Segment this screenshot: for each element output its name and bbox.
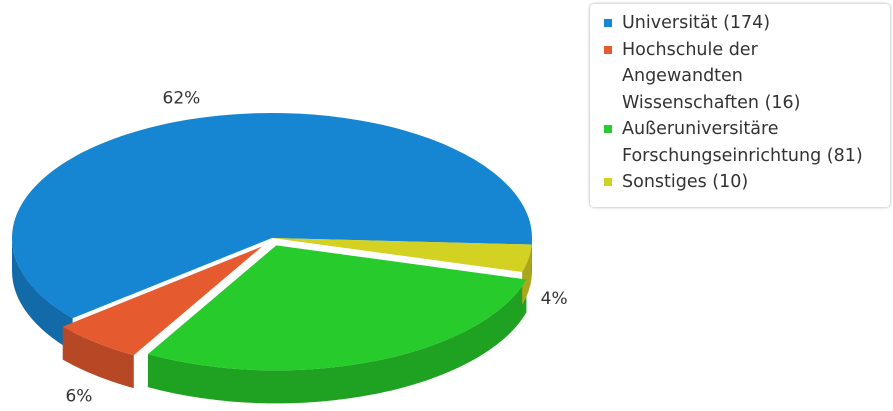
pie-slice-side	[147, 279, 527, 404]
legend-label: Sonstiges (10)	[622, 172, 749, 192]
legend-label: Hochschule der Angewandten Wissenschafte…	[622, 39, 801, 113]
legend-swatch	[604, 19, 612, 27]
legend-item-hochschule[interactable]: Hochschule der Angewandten Wissenschafte…	[604, 37, 882, 117]
legend-item-ausseruniversitaer[interactable]: Außeruniversitäre Forschungseinrichtung …	[604, 116, 882, 169]
pie-slice-side	[62, 326, 134, 389]
pie-slice[interactable]	[272, 238, 532, 273]
pie-slice[interactable]	[62, 246, 263, 356]
pie-slice-side	[12, 238, 73, 352]
pie-percent-label: 62%	[163, 89, 201, 109]
legend-swatch	[604, 178, 612, 186]
legend-item-sonstiges[interactable]: Sonstiges (10)	[604, 169, 882, 196]
chart-legend: Universität (174) Hochschule der Angewan…	[590, 4, 890, 207]
pie-percent-label: 6%	[65, 386, 92, 406]
legend-item-universitaet[interactable]: Universität (174)	[604, 10, 882, 37]
legend-swatch	[604, 45, 612, 54]
legend-label: Universität (174)	[622, 13, 771, 33]
pie-slice[interactable]	[147, 245, 527, 371]
legend-swatch	[604, 125, 612, 133]
pie-slice-side	[522, 244, 532, 306]
legend-label: Außeruniversitäre Forschungseinrichtung …	[622, 119, 863, 166]
pie-percent-label: 4%	[541, 289, 568, 309]
pie-percent-label: 29%	[366, 408, 404, 411]
pie-slice[interactable]	[11, 112, 533, 319]
